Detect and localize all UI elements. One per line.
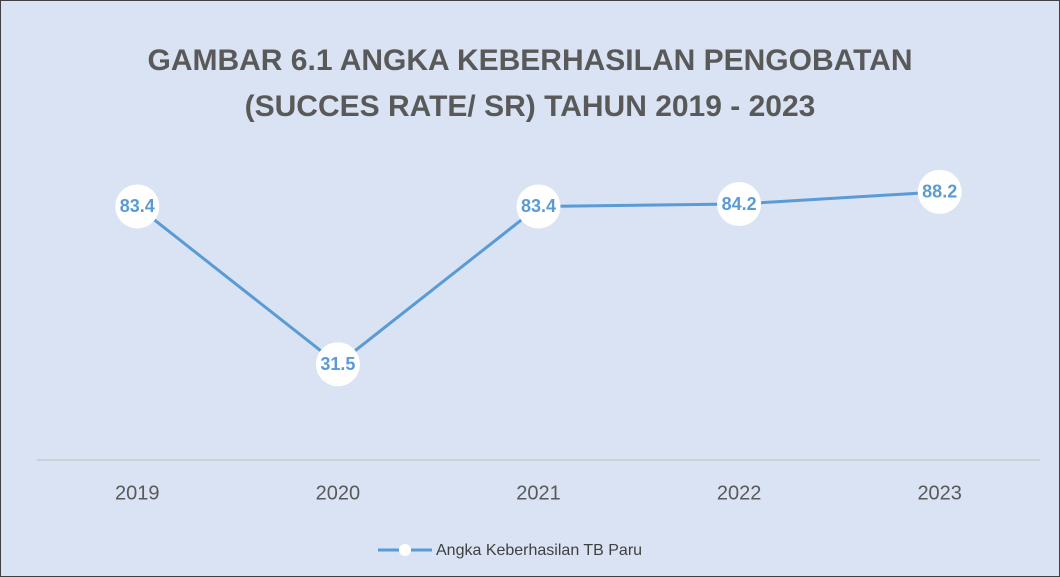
- data-label: 84.2: [722, 194, 757, 214]
- point-marker: [115, 184, 160, 229]
- x-tick-label: 2021: [516, 482, 561, 504]
- data-label: 31.5: [320, 354, 355, 374]
- point-marker: [717, 182, 762, 227]
- chart-title: GAMBAR 6.1 ANGKA KEBERHASILAN PENGOBATAN…: [147, 44, 913, 123]
- x-tick-label: 2023: [917, 482, 962, 504]
- point-marker: [315, 342, 360, 387]
- x-tick-label: 2019: [115, 482, 160, 504]
- data-label: 83.4: [521, 196, 556, 216]
- data-label: 83.4: [120, 196, 155, 216]
- legend-label: Angka Keberhasilan TB Paru: [436, 542, 642, 559]
- data-label: 88.2: [922, 182, 957, 202]
- point-marker: [917, 169, 962, 214]
- x-tick-label: 2020: [316, 482, 361, 504]
- point-marker: [516, 184, 561, 229]
- x-tick-label: 2022: [717, 482, 762, 504]
- legend-marker: [399, 544, 411, 556]
